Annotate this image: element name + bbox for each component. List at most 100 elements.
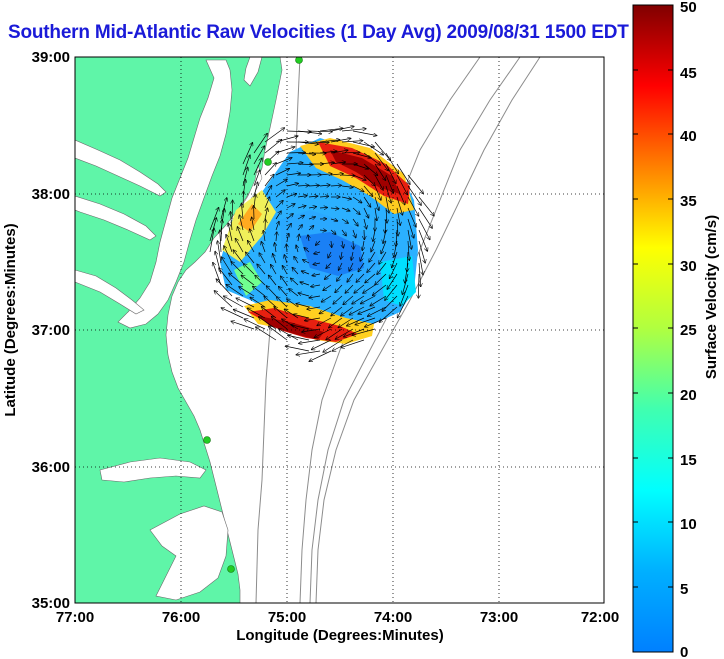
velocity-arrow [235, 239, 244, 253]
velocity-arrow [365, 317, 387, 327]
velocity-arrow [308, 226, 314, 231]
velocity-arrow [330, 208, 339, 209]
station-dot-icon [264, 158, 272, 166]
y-tick-label: 38:00 [32, 186, 70, 203]
velocity-arrow [253, 146, 265, 165]
velocity-arrow [397, 218, 398, 236]
x-tick-labels: 77:00 76:00 75:00 74:00 73:00 72:00 [56, 609, 619, 626]
velocity-arrow [250, 229, 255, 242]
velocity-arrow [373, 229, 375, 241]
velocity-arrow [319, 185, 330, 186]
velocity-arrow [330, 229, 336, 234]
velocity-arrow [352, 185, 364, 192]
velocity-arrow [246, 252, 255, 264]
velocity-arrow [275, 158, 292, 165]
velocity-arrow [356, 273, 365, 282]
colorbar-tick-marks [633, 69, 673, 588]
velocity-arrow [297, 142, 318, 144]
colorbar-tick-label: 45 [680, 65, 697, 82]
velocity-arrow [352, 163, 368, 169]
velocity-arrow [288, 335, 310, 341]
x-tick-label: 72:00 [581, 609, 619, 626]
velocity-arrow [229, 273, 244, 286]
velocity-arrow [363, 185, 373, 196]
velocity-arrow [396, 196, 403, 215]
velocity-arrow [407, 185, 421, 205]
velocity-arrow [330, 185, 341, 186]
velocity-arrow [297, 206, 306, 208]
x-tick-label: 74:00 [374, 609, 412, 626]
velocity-arrow [330, 162, 345, 164]
rappahannock-river [75, 195, 157, 241]
velocity-vectors [209, 126, 434, 361]
velocity-arrow [220, 230, 221, 253]
velocity-arrow [396, 174, 407, 195]
velocity-arrow [325, 273, 332, 279]
velocity-arrow [286, 163, 303, 164]
colorbar-tick-label: 50 [680, 0, 697, 16]
albemarle-sound [99, 457, 207, 483]
velocity-arrow [253, 158, 262, 176]
velocity-arrow [275, 222, 279, 231]
colorbar-tick-label: 35 [680, 193, 697, 210]
colorbar-tick-label: 10 [680, 516, 697, 533]
velocity-arrow [337, 273, 343, 281]
velocity-arrow [341, 186, 353, 187]
x-axis-label: Longitude (Degrees:Minutes) [236, 627, 444, 644]
velocity-arrow [264, 163, 276, 176]
velocity-arrow [256, 327, 277, 341]
velocity-arrow [259, 253, 266, 264]
velocity-arrow [374, 163, 386, 180]
velocity-arrow [226, 235, 233, 253]
velocity-arrow [302, 271, 310, 275]
velocity-arrow [358, 262, 365, 272]
y-tick-labels: 39:00 38:00 37:00 36:00 35:00 [32, 49, 70, 612]
velocity-arrow [363, 207, 369, 218]
velocity-arrow [286, 183, 298, 187]
velocity-arrow [236, 298, 255, 308]
velocity-arrow [221, 308, 244, 319]
velocity-arrow [386, 207, 387, 223]
velocity-arrow [264, 140, 282, 154]
velocity-arrow [341, 197, 351, 199]
velocity-arrow [319, 174, 332, 175]
velocity-arrow [319, 128, 343, 132]
velocity-arrow [308, 131, 332, 132]
velocity-arrow [385, 152, 398, 174]
station-dot-icon [295, 57, 303, 64]
velocity-arrow [326, 328, 343, 340]
y-axis-label: Latitude (Degrees:Minutes) [2, 223, 19, 416]
velocity-arrow [353, 240, 354, 249]
velocity-arrow [385, 174, 393, 193]
velocity-arrow [275, 211, 281, 220]
velocity-arrow [302, 328, 321, 332]
velocity-arrow [319, 151, 337, 153]
x-tick-label: 73:00 [480, 609, 518, 626]
velocity-arrow [269, 275, 277, 286]
velocity-arrow [274, 307, 288, 319]
velocity-arrow [319, 230, 326, 231]
velocity-arrow [364, 218, 367, 229]
velocity-arrow [250, 297, 266, 308]
velocity-arrow [314, 252, 321, 254]
velocity-arrow [383, 229, 387, 243]
velocity-arrow [330, 219, 338, 221]
velocity-arrow [349, 262, 354, 271]
velocity-arrow [309, 350, 332, 361]
velocity-arrow [341, 306, 354, 316]
velocity-arrow [385, 185, 391, 203]
velocity-arrow [354, 284, 365, 293]
velocity-arrow [418, 218, 430, 240]
velocity-arrow [299, 339, 321, 343]
graticule [75, 57, 604, 603]
velocity-arrow [242, 155, 250, 176]
plot-frame [74, 56, 605, 604]
velocity-arrow [352, 174, 366, 180]
velocity-arrow [363, 163, 378, 175]
velocity-arrow [297, 215, 304, 220]
velocity-arrow [407, 174, 423, 194]
velocity-arrow [396, 207, 400, 225]
velocity-arrow [396, 185, 405, 205]
velocity-arrow [298, 293, 310, 297]
velocity-arrow [286, 244, 287, 253]
